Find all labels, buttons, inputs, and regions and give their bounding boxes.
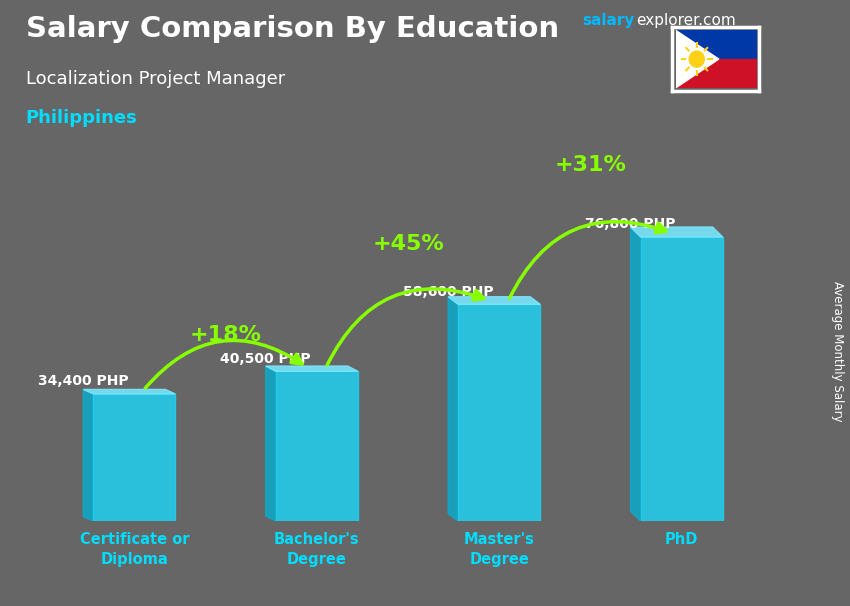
Bar [641, 237, 722, 521]
Text: Salary Comparison By Education: Salary Comparison By Education [26, 15, 558, 43]
Text: Philippines: Philippines [26, 109, 137, 127]
Polygon shape [631, 227, 722, 237]
Bar [676, 30, 756, 59]
Text: 76,800 PHP: 76,800 PHP [586, 218, 676, 231]
Text: Localization Project Manager: Localization Project Manager [26, 70, 285, 88]
Polygon shape [83, 390, 94, 521]
Text: explorer.com: explorer.com [636, 13, 735, 28]
Polygon shape [631, 227, 641, 521]
Text: 34,400 PHP: 34,400 PHP [38, 375, 128, 388]
Text: +45%: +45% [372, 233, 444, 253]
Text: salary: salary [582, 13, 635, 28]
Polygon shape [266, 366, 275, 521]
Bar [94, 394, 175, 521]
Circle shape [689, 51, 705, 67]
Polygon shape [676, 30, 719, 88]
Text: +18%: +18% [190, 325, 262, 345]
Text: +31%: +31% [554, 155, 626, 175]
Text: 58,600 PHP: 58,600 PHP [403, 285, 494, 299]
Bar [275, 371, 358, 521]
Bar [458, 304, 541, 521]
Polygon shape [448, 297, 541, 304]
Polygon shape [83, 390, 175, 394]
Text: 40,500 PHP: 40,500 PHP [220, 351, 311, 366]
Bar [676, 59, 756, 88]
Polygon shape [266, 366, 358, 371]
Text: Average Monthly Salary: Average Monthly Salary [830, 281, 844, 422]
Polygon shape [448, 297, 458, 521]
